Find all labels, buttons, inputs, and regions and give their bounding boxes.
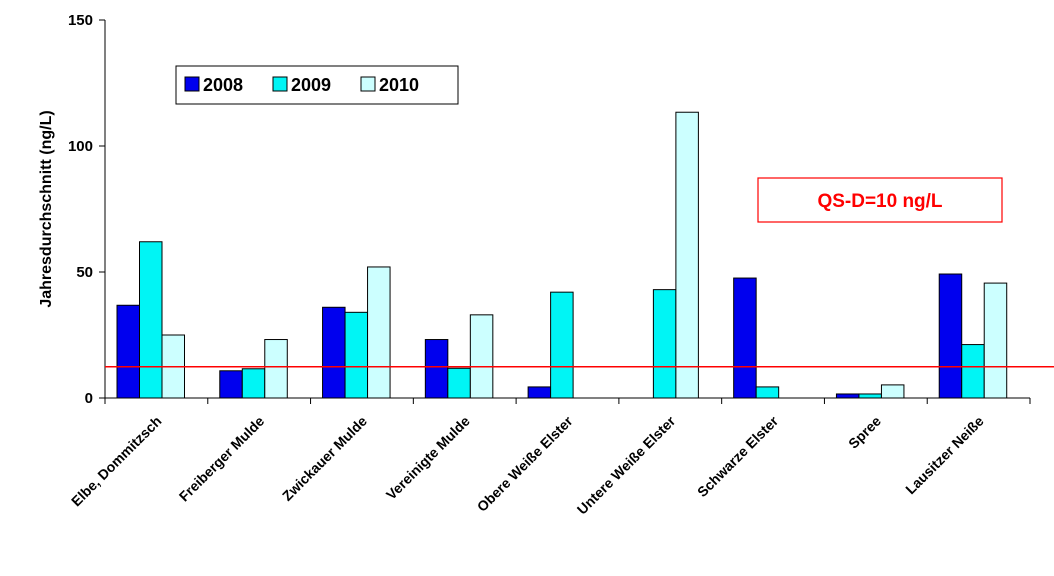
y-axis-label: Jahresdurchschnitt (ng/L) (38, 110, 55, 307)
bar-2009-4 (447, 367, 471, 399)
x-tick-label: Schwarze Elster (694, 412, 782, 500)
reference-line-group: QS-D=10 ng/L (105, 177, 1054, 368)
bar-2008-1 (116, 304, 140, 399)
x-tick-label: Untere Weiße Elster (574, 412, 679, 517)
legend-label-2008: 2008 (203, 75, 243, 95)
bar-2008-5 (527, 386, 552, 399)
bar-2010-3 (367, 266, 391, 399)
x-tick-label: Lausitzer Neiße (902, 413, 987, 498)
bar-2009-8 (858, 393, 882, 399)
y-tick-label: 0 (85, 390, 93, 407)
bar-2009-3 (344, 311, 369, 399)
bar-2010-4 (469, 314, 494, 399)
x-axis: Elbe, Dommitzsch Freiberger Mulde Zwickaue… (68, 397, 1031, 517)
x-tick-label: Spree (845, 413, 884, 452)
bars (116, 111, 1008, 399)
bar-2008-3 (322, 306, 346, 399)
legend-label-2009: 2009 (291, 75, 331, 95)
bar-2008-9 (938, 273, 963, 399)
y-tick-label: 150 (68, 12, 93, 29)
legend-label-2010: 2010 (379, 75, 419, 95)
bar-2008-7 (733, 277, 757, 399)
bar-2009-6 (652, 289, 677, 399)
bar-2009-9 (961, 344, 985, 399)
legend-swatch-2009 (272, 76, 288, 92)
bar-2010-9 (983, 282, 1008, 399)
legend-swatch-2010 (360, 76, 376, 92)
bar-2008-8 (835, 393, 860, 399)
bar-2009-1 (139, 241, 163, 399)
x-tick-label: Obere Weiße Elster (474, 412, 576, 514)
bar-2009-7 (755, 386, 780, 399)
x-tick-label: Zwickauer Mulde (279, 413, 370, 504)
y-axis: 0 50 100 150 (68, 12, 106, 407)
bar-2010-8 (880, 384, 905, 399)
legend-box (175, 65, 459, 105)
legend-swatch-2008 (184, 76, 200, 92)
x-tick-label: Vereinigte Mulde (383, 413, 473, 503)
reference-label: QS-D=10 ng/L (817, 191, 942, 212)
y-tick-label: 100 (68, 138, 93, 155)
legend: 2008 2009 2010 (175, 65, 459, 105)
reference-label-box (757, 177, 1003, 223)
bar-2010-6 (675, 111, 699, 399)
x-tick-label: Elbe, Dommitzsch (68, 413, 165, 510)
x-tick-label: Freiberger Mulde (176, 413, 268, 505)
bar-2008-4 (424, 339, 449, 399)
bar-2008-2 (219, 370, 243, 399)
bar-2010-2 (264, 339, 288, 399)
y-tick-label: 50 (76, 264, 93, 281)
bar-2009-2 (241, 368, 266, 399)
bar-2009-5 (550, 291, 574, 399)
